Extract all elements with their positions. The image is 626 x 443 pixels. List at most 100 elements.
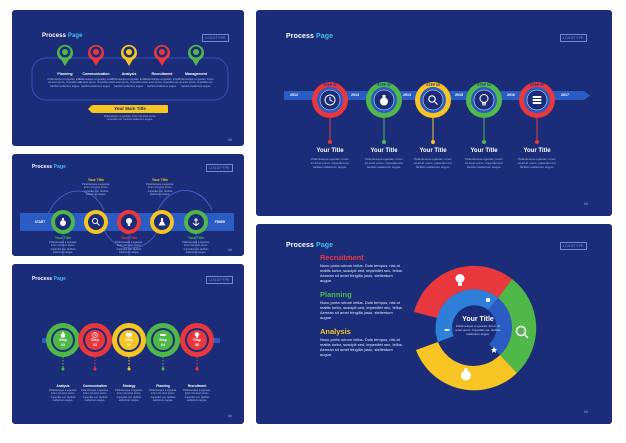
step-text: Pellentesque a egestas, lorem sit amet p… xyxy=(144,78,180,88)
lightbulb-icon xyxy=(126,218,132,226)
handshake-icon xyxy=(160,334,166,336)
main-title-bar xyxy=(92,105,168,113)
main-title-text: Pellentesque a egestas, lorem sit amet p… xyxy=(103,115,157,122)
step-label: STEP 02 xyxy=(377,83,391,87)
slide-title-word: Process xyxy=(286,242,314,249)
slide-title-page: Page xyxy=(53,164,67,170)
cycle-segment-blue-right xyxy=(488,298,512,355)
cycle-chart xyxy=(414,265,537,391)
coins-icon xyxy=(532,96,542,104)
year-label: 2012 xyxy=(290,93,298,97)
item-text: Pellentesque egestas, lorem sit amet pur… xyxy=(310,157,350,169)
magnifier-icon xyxy=(92,218,100,226)
step-word: Step xyxy=(159,338,167,342)
section-title: Recruitment xyxy=(320,253,364,262)
page-number: ## xyxy=(584,202,588,206)
cycle-center xyxy=(452,306,496,350)
slide-cycle[interactable]: Process Page LOGOTYPE Recruitment Nunc p… xyxy=(256,224,612,424)
cycle-segment-green xyxy=(498,279,537,373)
step-number: 05 xyxy=(195,343,199,347)
logotype-badge: LOGOTYPE xyxy=(202,34,229,42)
item-text: Pellentesque a egestas, lorem sit amet p… xyxy=(49,241,77,254)
slide-start-finish[interactable]: Process Page LOGOTYPE START FINISH Your … xyxy=(12,154,244,256)
item-text: Pellentesque egestas, lorem sit amet pur… xyxy=(413,157,453,169)
step-node xyxy=(112,323,146,371)
step-label: STEP 05 xyxy=(530,83,544,87)
cycle-segment-yellow xyxy=(416,342,517,391)
item-title: Your Title xyxy=(470,148,498,154)
cycle-segment-red xyxy=(414,265,512,318)
step-node xyxy=(146,323,180,371)
magnifier-icon xyxy=(428,95,438,105)
timeline-node xyxy=(312,82,348,144)
page-number: ## xyxy=(228,414,232,418)
step-node xyxy=(46,323,80,371)
step-label: Analysis xyxy=(56,384,70,388)
slide-title-word: Process xyxy=(32,276,53,282)
slide3-graphic xyxy=(20,188,234,256)
step-number: 01 xyxy=(61,343,65,347)
step-text: Pellentesque a egestas, lorem sit amet p… xyxy=(111,78,147,88)
slide-title-page: Page xyxy=(316,33,334,40)
step-text: Pellentesque a egestas, lorem sit amet p… xyxy=(149,389,177,402)
page-number: ## xyxy=(228,248,232,252)
clock-icon xyxy=(324,94,336,106)
step-label: STEP 01 xyxy=(323,83,337,87)
logotype-badge: LOGOTYPE xyxy=(206,276,233,284)
timeline-node xyxy=(519,82,555,144)
slide-title: Process Page xyxy=(286,33,333,40)
balloon-icon xyxy=(479,94,489,106)
logotype-badge: LOGOTYPE xyxy=(560,34,587,42)
step-number: 03 xyxy=(127,343,131,347)
handshake-icon xyxy=(444,329,450,331)
slide-planning-flow[interactable]: Process Page LOGOTYPE Planning Communica… xyxy=(12,10,244,146)
step-label: Communication xyxy=(82,384,108,388)
item-text: Pellentesque a egestas, lorem sit amet p… xyxy=(82,183,110,196)
step-node xyxy=(78,323,112,371)
slide-steps[interactable]: Process Page LOGOTYPE Step Step Step Ste… xyxy=(12,264,244,424)
section-text: Nunc porta rutrum tellus. Duis tempus, n… xyxy=(320,300,403,320)
lightbulb-icon xyxy=(455,274,465,286)
item-text: Pellentesque a egestas, lorem sit amet p… xyxy=(115,241,143,254)
item-text: Pellentesque egestas, lorem sit amet pur… xyxy=(464,157,504,169)
item-title: Your Title xyxy=(419,148,447,154)
step-text: Pellentesque a egestas, lorem sit amet p… xyxy=(49,389,77,402)
step-label: Recruitment xyxy=(187,384,207,388)
slide-timeline[interactable]: Process Page LOGOTYPE 2012 201 xyxy=(256,10,612,216)
step-text: Pellentesque a egestas, lorem sit amet p… xyxy=(47,78,83,88)
star-icon xyxy=(491,347,497,353)
center-title: Your Title xyxy=(462,316,494,323)
slide-title-word: Process xyxy=(42,33,67,39)
logotype-badge: LOGOTYPE xyxy=(206,164,233,172)
item-text: Pellentesque egestas, lorem sit amet pur… xyxy=(364,157,404,169)
step-text: Pellentesque a egestas, lorem sit amet p… xyxy=(78,78,114,88)
slide-title: Process Page xyxy=(42,33,83,39)
pin-marker xyxy=(188,44,204,66)
slide1-graphic xyxy=(31,44,229,113)
year-label: 2016 xyxy=(507,93,515,97)
step-word: Step xyxy=(125,338,133,342)
item-text: Pellentesque a egestas, lorem sit amet p… xyxy=(146,183,174,196)
step-label: Recruitment xyxy=(151,72,173,76)
main-title: Your Main Title xyxy=(114,106,146,111)
pin-marker xyxy=(57,44,73,66)
step-text: Pellentesque a egestas, lorem sit amet p… xyxy=(178,78,214,88)
clock-icon xyxy=(92,332,98,338)
money-bag-icon xyxy=(60,218,66,226)
slide-title-page: Page xyxy=(53,276,67,282)
pin-marker xyxy=(121,44,137,66)
year-label: 2013 xyxy=(351,93,359,97)
timeline-arrow xyxy=(584,91,590,100)
page-number: ## xyxy=(584,410,588,414)
step-label: Strategy xyxy=(122,384,136,388)
step-label: Planning xyxy=(156,384,170,388)
timeline-node xyxy=(415,82,451,144)
start-label: START xyxy=(34,220,46,224)
step-node xyxy=(180,323,214,371)
orbit-connector xyxy=(47,190,213,249)
process-node xyxy=(84,210,108,234)
timeline-node xyxy=(366,82,402,144)
logotype-badge: LOGOTYPE xyxy=(560,242,587,250)
center-text: Pellentesque a egestas, lorem sit amet p… xyxy=(455,324,501,336)
magnifier-icon xyxy=(515,325,529,339)
